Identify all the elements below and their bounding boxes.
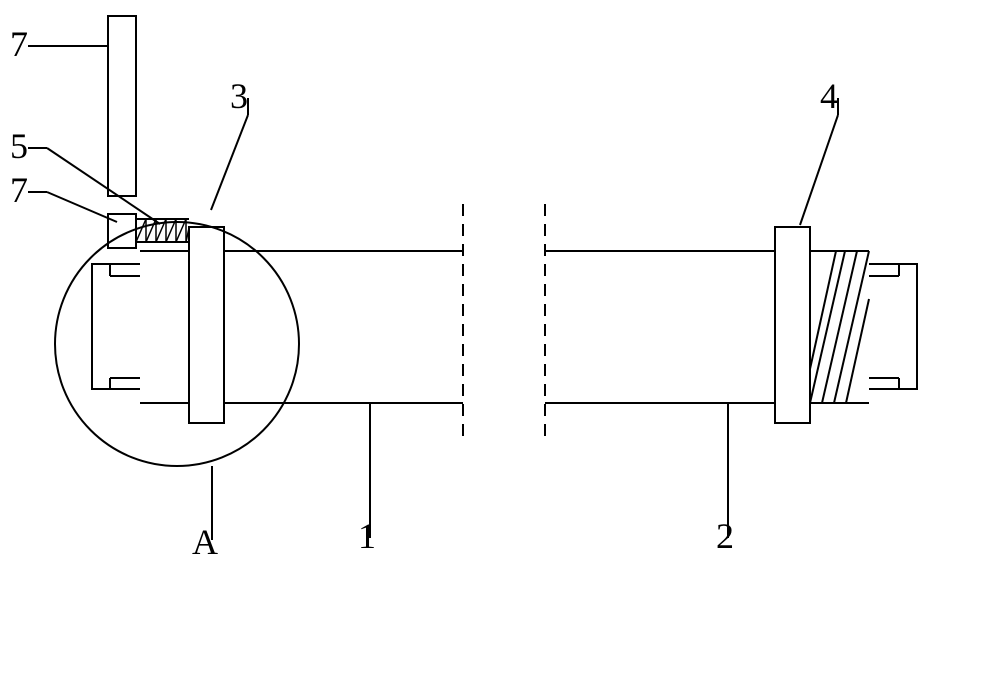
spring-coil: [146, 219, 156, 242]
label-LA: A: [192, 522, 218, 562]
thread-hatch: [846, 299, 869, 403]
lever: [108, 16, 136, 196]
label-L4: 4: [820, 76, 838, 116]
label-L2: 2: [716, 516, 734, 556]
spring-coil: [136, 219, 146, 242]
leader-L4: [800, 115, 838, 225]
flange-left: [189, 227, 224, 423]
leader-L3: [211, 115, 248, 210]
left-bolt-head-outline: [92, 264, 140, 389]
label-L7a: 7: [10, 24, 28, 64]
label-L3: 3: [230, 76, 248, 116]
right-bolt-end-outline: [869, 264, 917, 389]
leader-L7b: [47, 192, 117, 222]
label-L5: 5: [10, 126, 28, 166]
flange-right: [775, 227, 810, 423]
leader-L5: [47, 148, 160, 224]
label-L7b: 7: [10, 170, 28, 210]
label-L1: 1: [358, 516, 376, 556]
